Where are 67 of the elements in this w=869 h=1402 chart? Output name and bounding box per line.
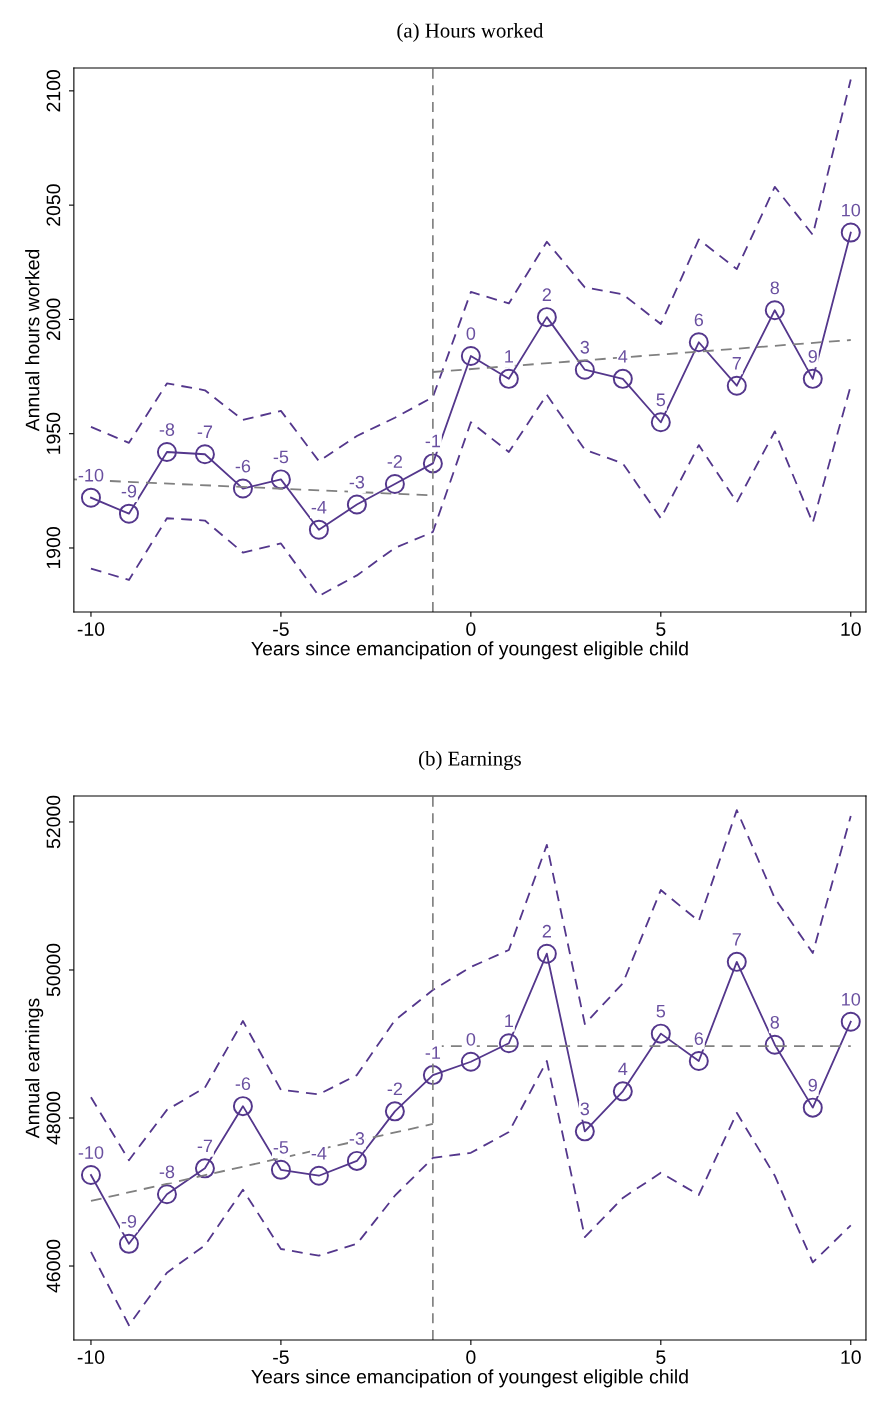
y-tick-label: 1950: [46, 412, 61, 454]
x-tick-label: 0: [466, 1350, 476, 1365]
y-tick-label: 2100: [46, 69, 61, 112]
annotation: -6: [235, 1077, 251, 1091]
x-axis-title: Years since emancipation of youngest eligible child: [251, 1369, 688, 1388]
annotation: -2: [387, 455, 402, 468]
annotation: -4: [311, 1147, 327, 1160]
y-tick-label: 2050: [46, 184, 61, 226]
annotation: 1: [505, 1014, 513, 1027]
annotation: -5: [273, 1141, 289, 1154]
x-tick-label: -10: [77, 1350, 105, 1365]
annotation: 10: [842, 203, 861, 217]
y-tick-label: 2000: [46, 298, 61, 341]
annotation: -8: [159, 1165, 175, 1179]
x-tick-label: 10: [841, 1350, 861, 1365]
x-tick-label: 5: [656, 1350, 666, 1365]
annotation: 2: [542, 288, 551, 301]
annotation: 8: [770, 1015, 780, 1029]
y-tick-label: 48000: [46, 1091, 61, 1145]
annotation: 5: [656, 393, 666, 407]
annotation: 4: [618, 1062, 628, 1076]
annotation: 6: [694, 1032, 704, 1045]
annotation: 7: [732, 357, 741, 370]
annotation: -7: [197, 1139, 213, 1153]
annotation: 0: [466, 327, 476, 340]
x-tick-label: -5: [273, 622, 289, 636]
chart-title: (b) Earnings: [419, 751, 521, 770]
annotation: 8: [770, 281, 780, 295]
annotation: -10: [78, 468, 104, 482]
x-tick-label: -5: [273, 1350, 289, 1365]
annotation: 6: [694, 313, 704, 327]
annotation: 1: [505, 350, 513, 363]
annotation: -4: [311, 501, 327, 514]
annotation: -6: [235, 459, 251, 473]
y-axis-title: Annual earnings: [25, 998, 44, 1139]
annotation: -3: [349, 1132, 365, 1145]
annotation: -2: [387, 1082, 402, 1096]
annotation: -7: [197, 425, 213, 439]
y-tick-label: 46000: [46, 1239, 61, 1293]
y-tick-label: 52000: [46, 795, 61, 849]
annotation: -10: [78, 1146, 104, 1159]
x-tick-label: 5: [656, 622, 666, 636]
annotation: 4: [618, 350, 628, 363]
y-tick-label: 50000: [46, 943, 61, 997]
annotation: 0: [466, 1032, 476, 1046]
annotation: 10: [842, 992, 861, 1006]
annotation: -3: [349, 475, 365, 489]
x-tick-label: -10: [77, 622, 105, 636]
chart-title: (a) Hours worked: [397, 22, 544, 42]
annotation: -9: [121, 484, 137, 498]
y-axis-title: Annual hours worked: [25, 249, 40, 432]
annotation: 2: [542, 924, 551, 938]
annotation: -8: [159, 423, 175, 436]
annotation: -9: [121, 1214, 137, 1228]
annotation: 3: [580, 1102, 590, 1116]
annotation: -1: [425, 1046, 441, 1059]
annotation: 9: [808, 349, 817, 363]
y-tick-label: 1900: [46, 527, 61, 569]
annotation: 3: [580, 340, 590, 354]
annotation: 5: [656, 1004, 666, 1018]
annotation: 9: [808, 1078, 817, 1092]
x-tick-label: 10: [841, 622, 861, 636]
annotation: -5: [273, 450, 289, 464]
x-tick-label: 0: [466, 622, 476, 636]
annotation: -1: [425, 434, 441, 448]
annotation: 7: [732, 933, 741, 946]
x-axis-title: Years since emancipation of youngest eligible child: [251, 641, 688, 660]
